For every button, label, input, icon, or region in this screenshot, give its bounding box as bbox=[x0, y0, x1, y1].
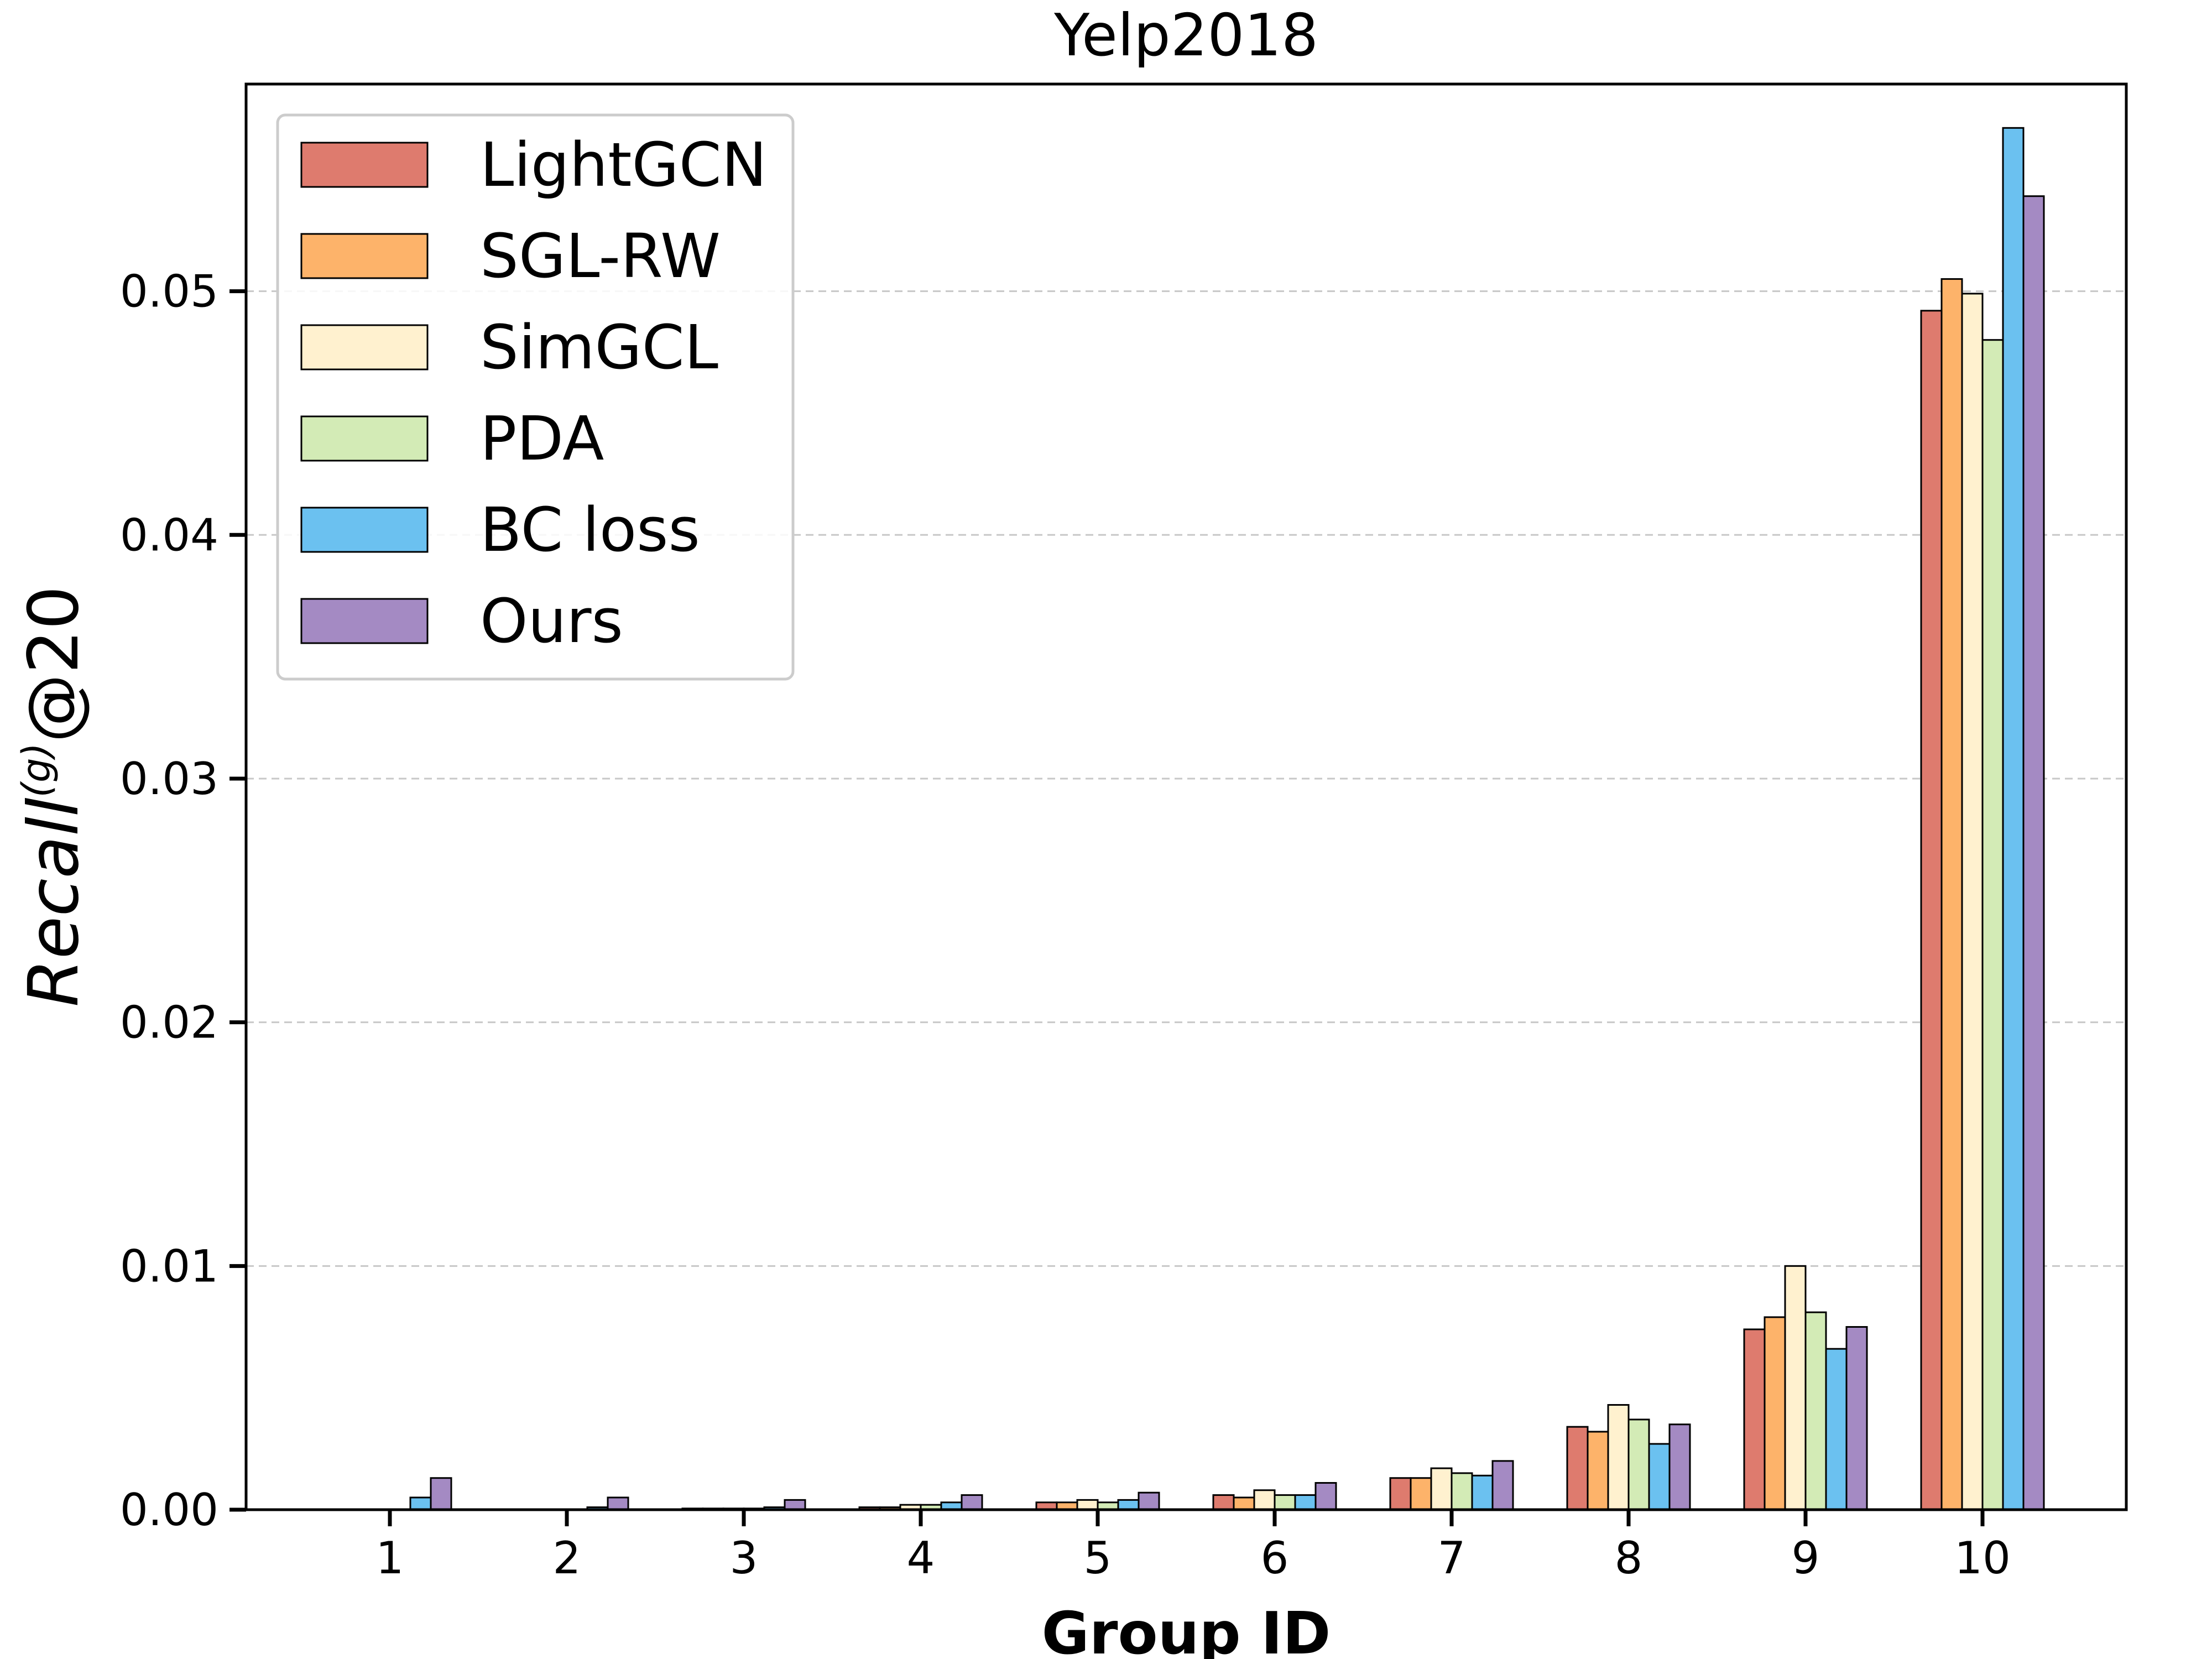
x-tick-label: 10 bbox=[1954, 1532, 2011, 1584]
legend-items: LightGCN SGL-RW SimGCL PDA BC loss Ours bbox=[300, 129, 767, 656]
bar bbox=[1940, 278, 1963, 1511]
bar bbox=[1294, 1494, 1317, 1511]
plot-frame bbox=[244, 82, 2128, 1511]
y-axis-label-suffix: @20 bbox=[14, 586, 94, 743]
bar bbox=[1920, 310, 1943, 1511]
y-tick-label: 0.03 bbox=[120, 753, 218, 805]
bar bbox=[1471, 1474, 1494, 1511]
bar bbox=[1743, 1328, 1766, 1511]
legend-label: Ours bbox=[480, 586, 623, 656]
bar bbox=[607, 1496, 629, 1511]
legend-label: SimGCL bbox=[480, 312, 718, 383]
y-axis-label-superscript: (g) bbox=[14, 743, 59, 797]
bar bbox=[1314, 1482, 1337, 1511]
bar bbox=[1607, 1404, 1630, 1511]
legend-label: BC loss bbox=[480, 494, 700, 565]
bar bbox=[1451, 1472, 1473, 1511]
bar bbox=[1961, 293, 1984, 1511]
y-tick-label: 0.01 bbox=[120, 1240, 218, 1292]
bar bbox=[1491, 1460, 1514, 1511]
x-tick-label: 5 bbox=[1084, 1532, 1112, 1584]
y-axis-label-base: Recall bbox=[14, 797, 94, 1007]
bar bbox=[1076, 1499, 1099, 1511]
y-tick-label: 0.04 bbox=[120, 509, 218, 561]
bars bbox=[327, 127, 2045, 1511]
legend-swatch bbox=[300, 598, 429, 644]
bar bbox=[1274, 1494, 1296, 1511]
bar bbox=[1668, 1423, 1691, 1511]
legend-swatch bbox=[300, 233, 429, 279]
bar bbox=[1233, 1496, 1255, 1511]
x-tick-label: 4 bbox=[907, 1532, 935, 1584]
y-tick-label: 0.02 bbox=[120, 997, 218, 1048]
x-axis-label: Group ID bbox=[1042, 1600, 1331, 1659]
bar bbox=[784, 1499, 806, 1511]
ticks: 0.00 0.01 0.02 0.03 0.04 0.05 1 2 3 4 5 6 7 8 9 10 bbox=[120, 266, 2011, 1584]
bar bbox=[1764, 1316, 1786, 1511]
y-tick-label: 0.00 bbox=[120, 1484, 218, 1536]
x-tick-label: 2 bbox=[553, 1532, 581, 1584]
bar bbox=[1587, 1431, 1609, 1511]
y-tick-label: 0.05 bbox=[120, 266, 218, 317]
legend-swatch bbox=[300, 507, 429, 553]
bar bbox=[2022, 195, 2045, 1511]
bar bbox=[1389, 1477, 1412, 1511]
bar bbox=[1627, 1418, 1650, 1511]
bar bbox=[1648, 1443, 1671, 1511]
legend-swatch bbox=[300, 324, 429, 371]
legend-swatch bbox=[300, 142, 429, 188]
bar bbox=[1804, 1311, 1827, 1511]
bar bbox=[1981, 339, 2004, 1511]
bar bbox=[2002, 127, 2025, 1511]
bar bbox=[1212, 1494, 1235, 1511]
x-tick-label: 7 bbox=[1438, 1532, 1466, 1584]
bar bbox=[1138, 1491, 1160, 1511]
x-tick-label: 8 bbox=[1615, 1532, 1643, 1584]
y-axis-label: Recall(g)@20 bbox=[14, 586, 94, 1007]
bar bbox=[1566, 1426, 1589, 1511]
chart-title: Yelp2018 bbox=[1053, 2, 1318, 69]
bar bbox=[430, 1477, 452, 1511]
legend-label: PDA bbox=[480, 403, 604, 474]
bar bbox=[1117, 1499, 1140, 1511]
bar bbox=[409, 1496, 432, 1511]
bar bbox=[1430, 1467, 1453, 1511]
bar bbox=[1845, 1326, 1868, 1511]
bar bbox=[1253, 1489, 1276, 1511]
bar bbox=[961, 1494, 983, 1511]
legend-swatch bbox=[300, 415, 429, 462]
x-tick-label: 1 bbox=[376, 1532, 404, 1584]
legend: LightGCN SGL-RW SimGCL PDA BC loss Ours bbox=[276, 113, 795, 681]
bar bbox=[1784, 1265, 1807, 1511]
bar bbox=[1825, 1348, 1848, 1511]
legend-label: LightGCN bbox=[480, 129, 767, 200]
x-tick-label: 6 bbox=[1261, 1532, 1289, 1584]
x-tick-label: 9 bbox=[1792, 1532, 1820, 1584]
legend-label: SGL-RW bbox=[480, 221, 721, 291]
bar bbox=[1410, 1477, 1432, 1511]
grid-lines bbox=[246, 290, 2126, 1267]
x-tick-label: 3 bbox=[730, 1532, 758, 1584]
